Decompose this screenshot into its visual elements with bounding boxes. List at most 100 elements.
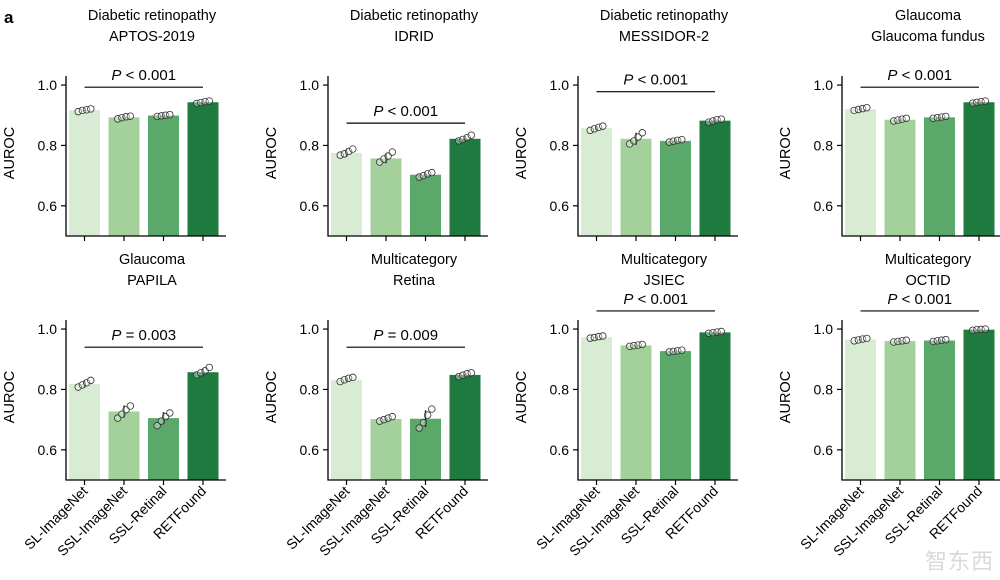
pvalue-text: < 0.001 [897,291,952,308]
bar-sl-imagenet [69,384,100,480]
data-point [74,383,82,391]
bar-ssl-retinal [924,340,955,480]
data-point [384,414,392,422]
chart-title-line: Multicategory [371,252,458,268]
y-tick-label: 0.8 [814,137,834,153]
pvalue-symbol: P [373,327,383,344]
data-point [459,135,467,144]
chart-title-line: OCTID [905,273,950,289]
data-point [336,151,344,159]
pvalue-text: < 0.001 [121,67,176,84]
y-axis-label: AUROC [2,371,18,423]
y-tick-label: 0.6 [814,198,834,214]
data-point [428,405,436,413]
pvalue-text: < 0.001 [633,291,688,308]
bar-sl-imagenet [581,128,612,236]
data-point [638,340,646,349]
data-point [423,170,432,178]
bar-ssl-imagenet [108,117,140,236]
data-point [78,381,87,389]
y-tick-label: 0.8 [38,137,58,153]
data-point [455,373,463,381]
data-point [166,409,174,417]
pvalue-label: P < 0.001 [887,291,952,308]
data-point [599,332,607,340]
chart-title-line: APTOS-2019 [109,29,195,45]
y-tick-label: 0.6 [300,198,320,214]
y-axis-label: AUROC [2,127,18,179]
y-tick-label: 0.6 [550,442,570,458]
data-point [638,129,646,137]
data-point [205,97,213,105]
data-point [981,325,989,333]
chart-title-line: MESSIDOR-2 [619,29,709,45]
data-point [863,103,871,112]
watermark-text: 智东西 [924,550,994,575]
pvalue-symbol: P [111,67,121,84]
pvalue-label: P = 0.009 [373,327,438,344]
chart-title-line: Diabetic retinopathy [600,8,729,24]
data-point [942,112,950,121]
data-point [709,117,717,125]
data-point [705,118,713,126]
bar-ssl-imagenet [620,345,652,480]
pvalue-label: P < 0.001 [111,67,176,84]
data-point [87,376,95,385]
bar-retfound [449,138,481,236]
y-tick-label: 0.6 [38,198,58,214]
bar-retfound [699,332,731,480]
y-tick-label: 1.0 [814,77,834,93]
chart-title-line: IDRID [394,29,433,45]
data-point [455,137,463,145]
bar-ssl-imagenet [370,419,402,480]
bar-sl-imagenet [581,337,612,480]
chart-panel: Diabetic retinopathy IDRID 0.6 0.8 1.0 AUROC P… [264,8,488,241]
bar-ssl-retinal [660,140,691,236]
y-axis-label: AUROC [514,127,530,179]
pvalue-symbol: P [887,291,897,308]
y-axis-label: AUROC [778,371,794,423]
y-axis-label: AUROC [778,127,794,179]
data-point [126,112,134,120]
data-point [349,145,357,153]
y-tick-label: 0.6 [814,442,834,458]
data-point [376,417,384,425]
y-tick-label: 0.8 [38,381,58,397]
data-point [902,114,910,122]
bar-ssl-retinal [410,418,441,480]
y-tick-label: 0.6 [550,198,570,214]
x-tick-label: SSL-ImageNet [566,483,642,559]
bar-ssl-imagenet [620,138,652,236]
bar-retfound [449,374,481,480]
data-point [467,369,475,377]
pvalue-text: < 0.001 [383,103,438,120]
bar-ssl-imagenet [370,158,402,236]
chart-title-line: Diabetic retinopathy [350,8,479,24]
data-point [388,148,396,156]
chart-panel: MulticategoryJSIEC0.60.81.0AUROCSL-Image… [514,252,738,559]
bar-retfound [963,102,995,236]
y-tick-label: 0.6 [38,442,58,458]
pvalue-text: < 0.001 [633,72,688,89]
data-point [197,369,205,377]
chart-panel: GlaucomaPAPILA0.60.81.0AUROCSL-ImageNetS… [2,252,226,559]
data-point [419,418,428,427]
chart-title-line: Multicategory [621,252,708,268]
data-point [459,371,467,379]
y-tick-label: 0.8 [300,137,320,153]
data-point [388,412,396,421]
data-point [340,150,349,158]
chart-title-line: Glaucoma fundus [871,29,985,45]
data-point [415,424,423,432]
pvalue-symbol: P [373,103,383,120]
pvalue-symbol: P [111,327,121,344]
data-point [380,415,388,424]
chart-panel: Diabetic retinopathy APTOS-2019 0.6 0.8 1.0 A… [2,8,226,241]
data-point [166,110,174,119]
data-point [428,168,436,177]
data-point [113,115,122,123]
chart-panel: MulticategoryRetina0.60.81.0AUROCSL-Imag… [264,252,488,559]
x-tick-label: SSL-ImageNet [830,483,906,559]
chart-title-line: Multicategory [885,252,972,268]
data-point [717,115,725,123]
